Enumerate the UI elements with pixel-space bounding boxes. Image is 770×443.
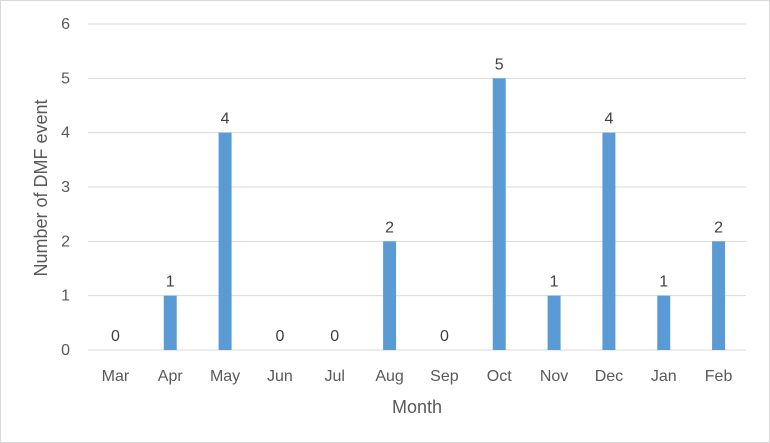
- bar-jan: [657, 295, 671, 350]
- bar-may: [218, 132, 232, 350]
- x-tick-label-may: May: [210, 368, 240, 385]
- x-axis-title: Month: [392, 397, 442, 417]
- x-tick-label-dec: Dec: [595, 368, 623, 385]
- x-tick-label-jun: Jun: [267, 368, 293, 385]
- x-tick-label-nov: Nov: [540, 368, 568, 385]
- data-label-jun: 0: [275, 328, 284, 345]
- x-axis-ticks: Mar Apr May Jun Jul Aug Sep Oct Nov Dec Jan Feb: [102, 368, 733, 385]
- data-label-dec: 4: [604, 111, 613, 128]
- x-tick-label-mar: Mar: [102, 368, 130, 385]
- y-tick-label-0: 0: [61, 342, 70, 359]
- y-axis-ticks: 0 1 2 3 4 5 6: [61, 16, 70, 359]
- x-tick-label-oct: Oct: [487, 368, 512, 385]
- x-tick-label-apr: Apr: [158, 368, 184, 385]
- bar-nov: [547, 295, 561, 350]
- bars: [163, 78, 726, 350]
- data-labels: 0 1 4 0 0 2 0 5 1 4 1 2: [111, 56, 723, 345]
- data-label-oct: 5: [495, 56, 504, 73]
- bar-dec: [602, 132, 616, 350]
- bar-oct: [492, 78, 506, 350]
- x-tick-label-sep: Sep: [430, 368, 459, 385]
- x-tick-label-aug: Aug: [375, 368, 403, 385]
- y-axis-title: Number of DMF event: [31, 99, 51, 276]
- data-label-feb: 2: [714, 219, 723, 236]
- bar-feb: [712, 241, 726, 350]
- data-label-jan: 1: [659, 274, 668, 291]
- y-tick-label-4: 4: [61, 125, 70, 142]
- x-tick-label-jul: Jul: [325, 368, 345, 385]
- bar-apr: [163, 295, 177, 350]
- data-label-jul: 0: [330, 328, 339, 345]
- x-tick-label-jan: Jan: [651, 368, 677, 385]
- y-tick-label-2: 2: [61, 233, 70, 250]
- gridlines: [88, 23, 746, 351]
- data-label-aug: 2: [385, 219, 394, 236]
- y-tick-label-5: 5: [61, 70, 70, 87]
- y-tick-label-3: 3: [61, 179, 70, 196]
- bar-aug: [383, 241, 397, 350]
- data-label-apr: 1: [166, 274, 175, 291]
- y-tick-label-1: 1: [61, 288, 70, 305]
- y-tick-label-6: 6: [61, 16, 70, 33]
- data-label-sep: 0: [440, 328, 449, 345]
- x-tick-label-feb: Feb: [705, 368, 733, 385]
- data-label-mar: 0: [111, 328, 120, 345]
- data-label-nov: 1: [550, 274, 559, 291]
- data-label-may: 4: [221, 111, 230, 128]
